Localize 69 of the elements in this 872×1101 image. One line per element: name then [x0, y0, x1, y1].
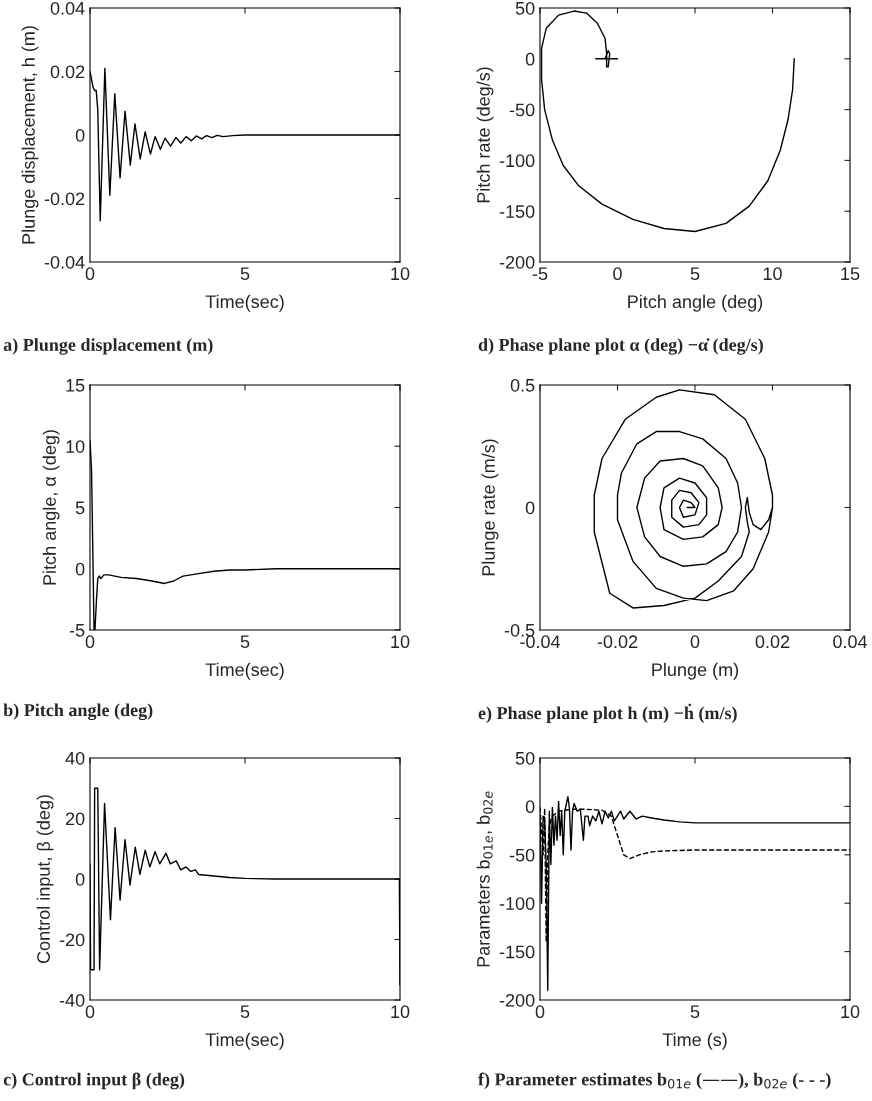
y-tick-label: -200	[499, 255, 535, 269]
x-tick-label: 5	[690, 1005, 700, 1019]
y-tick-label: -0.04	[44, 255, 85, 269]
x-tick-label: 0	[85, 267, 95, 281]
x-tick-label: 5	[240, 635, 250, 649]
x-tick-label: 0	[535, 1005, 545, 1019]
y-tick-label: 10	[66, 440, 85, 453]
y-tick-label: 0	[525, 800, 535, 814]
x-tick-label: 0	[85, 1005, 95, 1019]
y-axis-title: Plunge rate (m/s)	[481, 439, 499, 576]
x-tick-label: 10	[391, 635, 410, 649]
y-tick-label: 20	[65, 812, 85, 826]
y-tick-label: 0	[525, 52, 535, 66]
y-tick-label: 5	[75, 501, 85, 515]
y-tick-label: 40	[65, 751, 85, 765]
y-axis-title: Control input, β (deg)	[36, 795, 54, 964]
y-tick-label: -50	[509, 848, 535, 862]
line-series	[593, 389, 774, 609]
x-tick-label: -0.02	[597, 635, 638, 649]
x-tick-label: 5	[690, 267, 700, 281]
x-tick-label: 0.04	[833, 635, 868, 649]
y-axis-title: Pitch rate (deg/s)	[476, 67, 494, 203]
text: d) Phase plane plot α (deg) −α̇ (deg/s)	[478, 338, 763, 355]
y-tick-label: -200	[499, 993, 535, 1007]
y-tick-label: 50	[515, 1, 535, 15]
y-tick-label: 0.5	[510, 378, 535, 392]
y-tick-label: 0.04	[50, 1, 85, 15]
x-axis-title: Time(sec)	[205, 662, 284, 680]
y-tick-label: -20	[59, 933, 85, 947]
y-tick-label: -50	[509, 103, 535, 117]
x-axis-title: Pitch angle (deg)	[628, 294, 763, 312]
x-tick-label: 0.02	[755, 635, 790, 649]
text: b) Pitch angle (deg)	[3, 703, 153, 721]
y-tick-label: -0.02	[44, 192, 85, 206]
y-tick-label: 15	[66, 379, 85, 392]
y-tick-label: -100	[499, 897, 535, 910]
text: f) Parameter estimates b$_{01e}$ (——), b$_{02e}$ (- - -)	[478, 1072, 831, 1090]
y-tick-label: -100	[499, 154, 535, 168]
x-axis-title: Time(sec)	[205, 1032, 284, 1050]
y-tick-label: -5	[69, 624, 85, 637]
y-axis-title: Parameters b$_{01e}$, b$_{02e}$	[476, 791, 493, 967]
x-tick-label: 10	[391, 267, 410, 281]
x-axis-title: Time (s)	[662, 1032, 727, 1050]
text: c) Control input β (deg)	[3, 1072, 185, 1090]
y-tick-label: -150	[499, 945, 535, 959]
x-tick-label: 0	[85, 635, 95, 649]
y-tick-label: 0	[75, 562, 85, 576]
y-tick-label: 0	[525, 501, 535, 515]
y-tick-label: 0	[75, 128, 85, 142]
x-axis-title: Plunge (m)	[652, 662, 739, 680]
x-tick-label: 0	[613, 267, 622, 281]
y-axis-title: Pitch angle, α (deg)	[42, 430, 60, 585]
x-tick-label: 10	[841, 1005, 860, 1019]
y-tick-label: -0.5	[504, 623, 535, 637]
y-tick-label: 50	[515, 751, 535, 765]
x-tick-label: 15	[841, 267, 860, 281]
y-tick-label: 0.02	[50, 65, 85, 79]
text: e) Phase plane plot h (m) −ḣ (m/s)	[478, 703, 737, 723]
x-axis-title: Time(sec)	[205, 294, 284, 312]
y-tick-label: 0	[75, 872, 85, 886]
x-tick-label: 0	[690, 635, 700, 649]
x-tick-label: 5	[240, 267, 250, 281]
y-axis-title: Plunge displacement, h (m)	[21, 26, 39, 244]
x-tick-label: 5	[240, 1005, 250, 1019]
x-tick-label: 10	[391, 1005, 410, 1019]
y-tick-label: -40	[59, 993, 85, 1007]
y-tick-label: -150	[499, 205, 535, 218]
x-tick-label: 10	[763, 267, 782, 281]
text: a) Plunge displacement (m)	[3, 338, 213, 355]
